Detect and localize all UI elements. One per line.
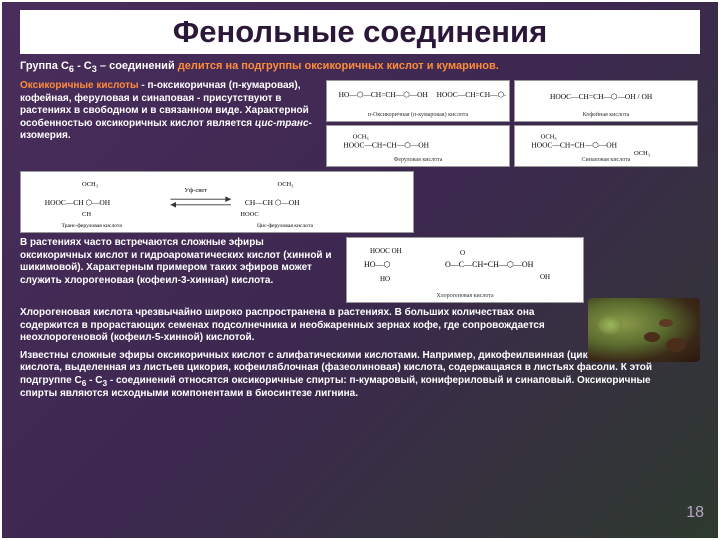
svg-text:HOOC—CH ⬡—OH: HOOC—CH ⬡—OH	[45, 198, 111, 207]
svg-text:OCH₃: OCH₃	[541, 134, 557, 141]
chem-4: OCH₃HOOC—CH=CH—⬡—OHOCH₃ Синаповая кислот…	[514, 125, 698, 167]
subtitle-mid: - C	[74, 60, 92, 72]
c4-label: Синаповая кислота	[582, 157, 631, 163]
coffee-beans-image	[588, 298, 700, 362]
svg-text:HOOC—CH=CH—⬡—OH: HOOC—CH=CH—⬡—OH	[531, 141, 617, 150]
svg-text:HO—⬡: HO—⬡	[364, 260, 391, 269]
chem-grid-1: HO—⬡—CH=CH—⬡—OH HOOC—CH=CH—⬡—OH п-Оксикор…	[326, 80, 700, 167]
svg-text:OH: OH	[540, 273, 550, 281]
svg-text:HOOC OH: HOOC OH	[370, 247, 402, 255]
svg-text:OCH₃: OCH₃	[82, 181, 98, 188]
page-number: 18	[686, 504, 704, 522]
svg-text:HOOC—CH=CH—⬡—OH / OH: HOOC—CH=CH—⬡—OH / OH	[550, 92, 653, 101]
subtitle-post: – соединений	[97, 60, 178, 72]
chem-7: HOOC OH HO—⬡ HO O—C—CH=CH—⬡—OH O OH Хлор…	[346, 237, 584, 303]
para-2: В растениях часто встречаются сложные эф…	[20, 237, 338, 287]
c7-label: Хлорогеновая кислота	[436, 293, 493, 299]
subtitle-rest: делится на подгруппы оксикоричных кислот…	[178, 60, 499, 72]
svg-text:O: O	[460, 249, 465, 257]
subtitle-pre: Группа C	[20, 60, 69, 72]
chem-3: OCH₃HOOC—CH=CH—⬡—OH Феруловая кислота	[326, 125, 510, 167]
svg-text:HOOC: HOOC	[240, 211, 258, 218]
para-1: Оксикоричные кислоты - п-оксикоричная (п…	[20, 80, 318, 143]
svg-text:HO—⬡—CH=CH—⬡—OH: HO—⬡—CH=CH—⬡—OH	[339, 90, 429, 99]
chem-1: HO—⬡—CH=CH—⬡—OH HOOC—CH=CH—⬡—OH п-Оксикор…	[326, 80, 510, 122]
chem-2: HOOC—CH=CH—⬡—OH / OH Кофейная кислота	[514, 80, 698, 122]
page-title: Фенольные соединения	[20, 10, 700, 54]
p1-i: цис-транс	[255, 118, 309, 129]
svg-text:CH: CH	[82, 211, 91, 218]
svg-text:OCH₃: OCH₃	[353, 134, 369, 141]
slide: Фенольные соединения Группа C6 - C3 – со…	[0, 0, 720, 540]
p1-h: Оксикоричные кислоты	[20, 80, 139, 91]
svg-text:Цис-феруловая кислота: Цис-феруловая кислота	[257, 222, 313, 229]
svg-text:HOOC—CH=CH—⬡—OH: HOOC—CH=CH—⬡—OH	[343, 141, 429, 150]
para-3: Хлорогеновая кислота чрезвычайно широко …	[20, 307, 578, 345]
c2-label: Кофейная кислота	[583, 112, 630, 118]
p4b: - соединений относятся оксикоричные спир…	[20, 375, 651, 399]
svg-text:Транс-феруловая кислота: Транс-феруловая кислота	[62, 222, 123, 229]
subtitle: Группа C6 - C3 – соединений делится на п…	[20, 60, 700, 74]
svg-text:HOOC—CH=CH—⬡—OH: HOOC—CH=CH—⬡—OH	[437, 90, 506, 99]
c1-label: п-Оксикоричная (п-кумаровая) кислота	[368, 112, 468, 118]
svg-text:Уф-свет: Уф-свет	[184, 187, 207, 194]
para-4: Известны сложные эфиры оксикоричных кисл…	[20, 350, 674, 401]
svg-text:OCH₃: OCH₃	[634, 150, 650, 157]
c3-label: Феруловая кислота	[394, 157, 443, 163]
svg-text:OCH₃: OCH₃	[278, 181, 294, 188]
svg-text:O—C—CH=CH—⬡—OH: O—C—CH=CH—⬡—OH	[445, 260, 534, 269]
svg-text:HO: HO	[380, 275, 390, 283]
row-1: Оксикоричные кислоты - п-оксикоричная (п…	[20, 80, 700, 167]
chem-isomer: OCH₃ HOOC—CH ⬡—OH CH Транс-феруловая кис…	[20, 171, 414, 233]
row-2: В растениях часто встречаются сложные эф…	[20, 237, 700, 303]
svg-text:CH—CH ⬡—OH: CH—CH ⬡—OH	[245, 198, 300, 207]
